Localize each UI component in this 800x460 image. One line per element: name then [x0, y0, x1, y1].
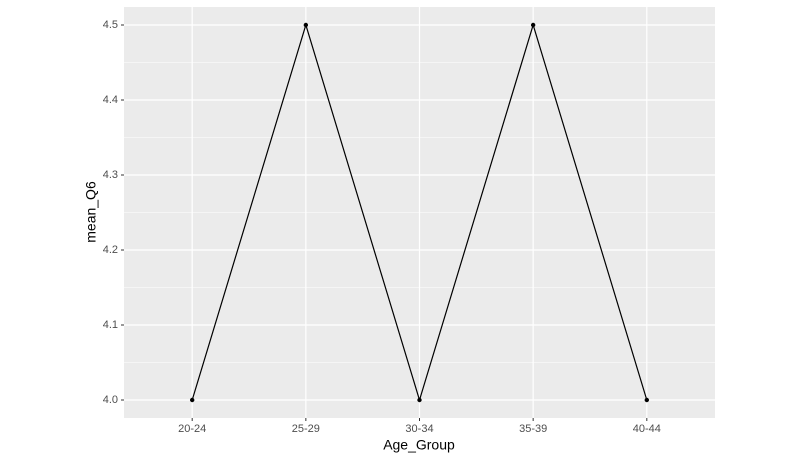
- x-axis-title: Age_Group: [383, 437, 455, 453]
- point: [417, 397, 422, 403]
- y-tick-label: 4.4: [103, 94, 118, 106]
- y-tick-label: 4.3: [103, 169, 118, 181]
- x-tick-label: 20-24: [178, 423, 206, 435]
- x-tick-label: 25-29: [292, 423, 320, 435]
- point: [303, 22, 309, 28]
- y-tick-label: 4.0: [103, 394, 118, 406]
- point: [644, 397, 650, 403]
- y-tick-label: 4.1: [103, 319, 118, 331]
- x-tick-label: 35-39: [519, 423, 547, 435]
- y-tick-label: 4.2: [103, 244, 118, 256]
- y-axis-title: mean_Q6: [83, 181, 99, 243]
- x-tick-label: 40-44: [633, 423, 661, 435]
- y-tick-label: 4.5: [103, 19, 118, 31]
- x-tick-label: 30-34: [405, 423, 433, 435]
- point: [189, 397, 195, 403]
- point: [530, 22, 536, 28]
